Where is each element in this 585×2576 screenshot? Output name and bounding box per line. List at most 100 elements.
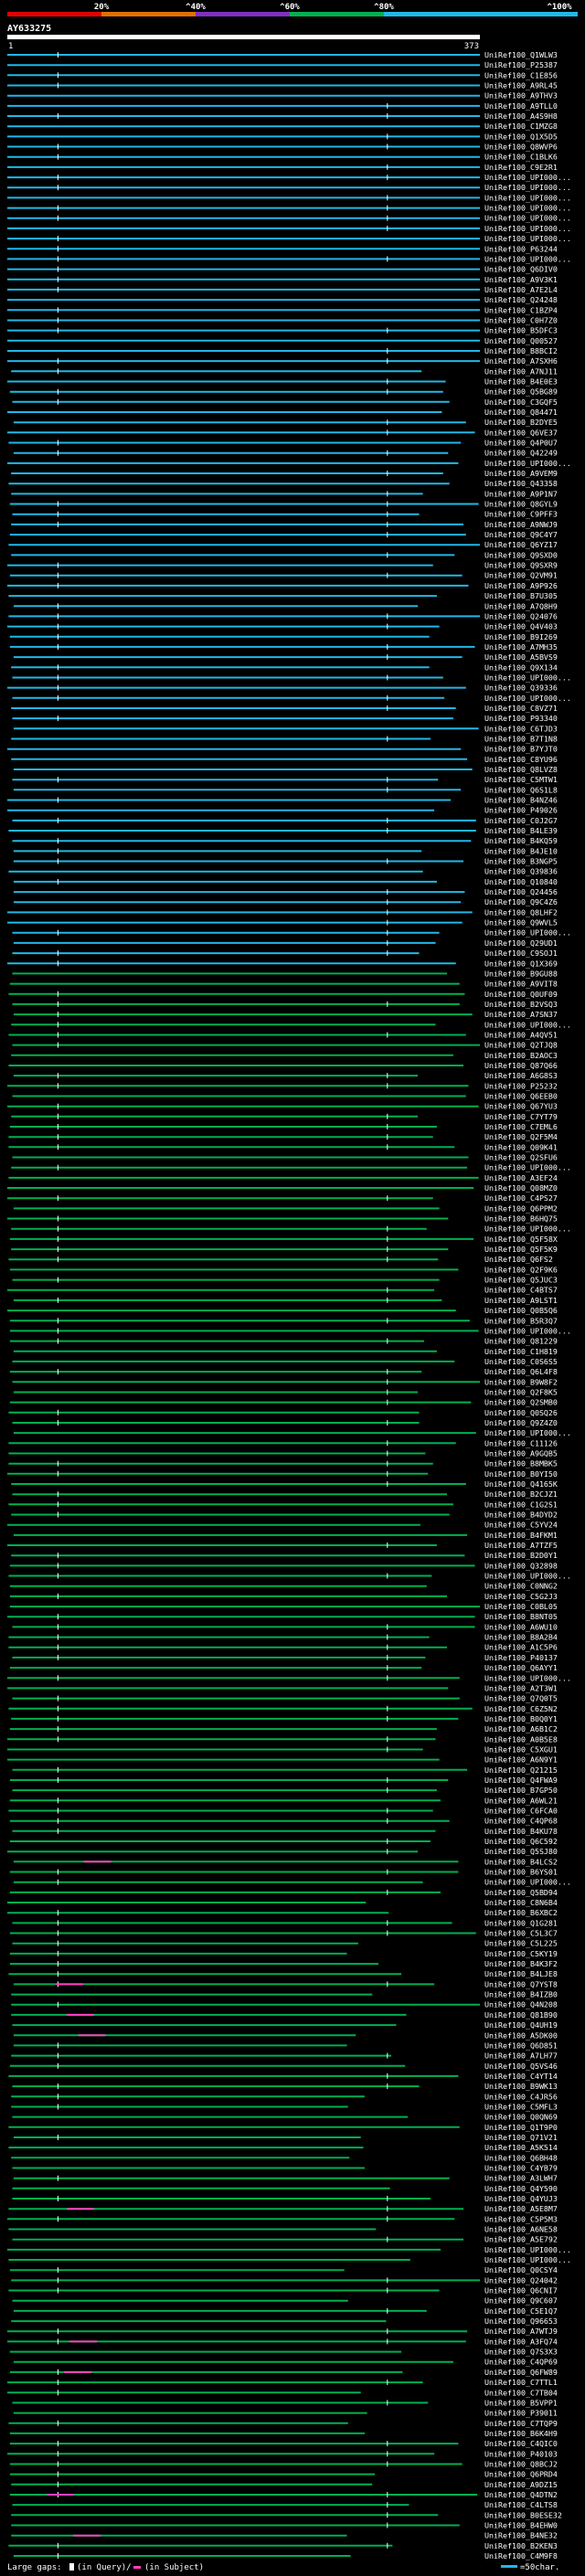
subject-label[interactable]: UniRef100_B5DFC3 bbox=[484, 326, 558, 335]
subject-label[interactable]: UniRef100_B9I269 bbox=[484, 632, 558, 641]
subject-label[interactable]: UniRef100_A9P926 bbox=[484, 581, 558, 590]
subject-label[interactable]: UniRef100_UPI000... bbox=[484, 1673, 571, 1682]
subject-label[interactable]: UniRef100_B7GP50 bbox=[484, 1786, 558, 1795]
subject-label[interactable]: UniRef100_P40103 bbox=[484, 2449, 558, 2458]
subject-label[interactable]: UniRef100_C6FCA0 bbox=[484, 1807, 558, 1816]
subject-label[interactable]: UniRef100_Q5F5K9 bbox=[484, 1245, 558, 1254]
subject-label[interactable]: UniRef100_A6N9Y1 bbox=[484, 1755, 558, 1765]
subject-label[interactable]: UniRef100_A5E8M7 bbox=[484, 2204, 558, 2213]
subject-label[interactable]: UniRef100_B9GU88 bbox=[484, 969, 558, 978]
subject-label[interactable]: UniRef100_Q0UF09 bbox=[484, 990, 558, 999]
subject-label[interactable]: UniRef100_UPI000... bbox=[484, 459, 571, 468]
subject-label[interactable]: UniRef100_B4EHW0 bbox=[484, 2521, 558, 2530]
subject-label[interactable]: UniRef100_A3EF24 bbox=[484, 1173, 558, 1182]
subject-label[interactable]: UniRef100_C4M9F8 bbox=[484, 2551, 558, 2560]
subject-label[interactable]: UniRef100_Q39336 bbox=[484, 684, 558, 693]
subject-label[interactable]: UniRef100_Q8BCJ2 bbox=[484, 2460, 558, 2469]
subject-label[interactable]: UniRef100_Q4V403 bbox=[484, 622, 558, 631]
subject-label[interactable]: UniRef100_A7SXH6 bbox=[484, 356, 558, 366]
subject-label[interactable]: UniRef100_A7TZF5 bbox=[484, 1541, 558, 1550]
subject-label[interactable]: UniRef100_Q1X369 bbox=[484, 959, 558, 968]
subject-label[interactable]: UniRef100_C4BTS7 bbox=[484, 1286, 558, 1295]
subject-label[interactable]: UniRef100_C6Z5N2 bbox=[484, 1704, 558, 1713]
subject-label[interactable]: UniRef100_A7WTJ9 bbox=[484, 2327, 558, 2336]
subject-label[interactable]: UniRef100_B2VSQ3 bbox=[484, 1000, 558, 1009]
subject-label[interactable]: UniRef100_B4LJE8 bbox=[484, 1969, 558, 1978]
subject-label[interactable]: UniRef100_Q6DIV0 bbox=[484, 265, 558, 274]
subject-label[interactable]: UniRef100_C9PFF3 bbox=[484, 510, 558, 519]
subject-label[interactable]: UniRef100_B0ESE32 bbox=[484, 2510, 562, 2519]
subject-label[interactable]: UniRef100_B2D0Y1 bbox=[484, 1551, 558, 1560]
subject-label[interactable]: UniRef100_C8YU96 bbox=[484, 755, 558, 764]
subject-label[interactable]: UniRef100_UPI000... bbox=[484, 214, 571, 223]
subject-label[interactable]: UniRef100_B7U305 bbox=[484, 591, 558, 600]
subject-label[interactable]: UniRef100_UPI000... bbox=[484, 1224, 571, 1234]
subject-label[interactable]: UniRef100_Q81229 bbox=[484, 1337, 558, 1346]
subject-label[interactable]: UniRef100_B4NE32 bbox=[484, 2531, 558, 2540]
subject-label[interactable]: UniRef100_A9VEM9 bbox=[484, 469, 558, 478]
subject-label[interactable]: UniRef100_Q21215 bbox=[484, 1765, 558, 1775]
subject-label[interactable]: UniRef100_Q8LHF2 bbox=[484, 907, 558, 917]
subject-label[interactable]: UniRef100_Q1T9P0 bbox=[484, 2123, 558, 2132]
subject-label[interactable]: UniRef100_Q8LVZ8 bbox=[484, 765, 558, 774]
subject-label[interactable]: UniRef100_Q6FW89 bbox=[484, 2368, 558, 2377]
subject-label[interactable]: UniRef100_B4KU78 bbox=[484, 1827, 558, 1836]
subject-label[interactable]: UniRef100_A5DK00 bbox=[484, 2030, 558, 2040]
subject-label[interactable]: UniRef100_Q2VM91 bbox=[484, 571, 558, 580]
subject-label[interactable]: UniRef100_B4LCS2 bbox=[484, 1857, 558, 1866]
subject-label[interactable]: UniRef100_Q84471 bbox=[484, 408, 558, 417]
subject-label[interactable]: UniRef100_A4QV51 bbox=[484, 1031, 558, 1040]
subject-label[interactable]: UniRef100_C0BL05 bbox=[484, 1602, 558, 1611]
subject-label[interactable]: UniRef100_B9W8F2 bbox=[484, 1377, 558, 1386]
subject-label[interactable]: UniRef100_UPI000... bbox=[484, 1878, 571, 1887]
subject-label[interactable]: UniRef100_Q6S1L8 bbox=[484, 785, 558, 794]
subject-label[interactable]: UniRef100_Q6D851 bbox=[484, 2041, 558, 2050]
subject-label[interactable]: UniRef100_B6XBC2 bbox=[484, 1908, 558, 1917]
subject-label[interactable]: UniRef100_Q9Z4Z0 bbox=[484, 1418, 558, 1427]
subject-label[interactable]: UniRef100_B5R3Q7 bbox=[484, 1316, 558, 1325]
subject-label[interactable]: UniRef100_Q6FS2 bbox=[484, 1255, 553, 1264]
subject-label[interactable]: UniRef100_Q09K41 bbox=[484, 1142, 558, 1151]
subject-label[interactable]: UniRef100_A9V3K1 bbox=[484, 275, 558, 284]
subject-label[interactable]: UniRef100_UPI000... bbox=[484, 183, 571, 192]
subject-label[interactable]: UniRef100_UPI000... bbox=[484, 254, 571, 263]
subject-label[interactable]: UniRef100_Q6PRD4 bbox=[484, 2470, 558, 2479]
subject-label[interactable]: UniRef100_A3FQ74 bbox=[484, 2337, 558, 2346]
subject-label[interactable]: UniRef100_A7LH77 bbox=[484, 2051, 558, 2061]
subject-label[interactable]: UniRef100_C5L3C7 bbox=[484, 1929, 558, 1938]
subject-label[interactable]: UniRef100_B8NT05 bbox=[484, 1612, 558, 1621]
subject-label[interactable]: UniRef100_C0NNG2 bbox=[484, 1582, 558, 1591]
subject-label[interactable]: UniRef100_UPI000... bbox=[484, 234, 571, 243]
subject-label[interactable]: UniRef100_A9NWJ9 bbox=[484, 520, 558, 529]
subject-label[interactable]: UniRef100_C9SOJ1 bbox=[484, 949, 558, 958]
subject-label[interactable]: UniRef100_C5E1Q7 bbox=[484, 2306, 558, 2316]
subject-label[interactable]: UniRef100_UPI000... bbox=[484, 673, 571, 683]
subject-label[interactable]: UniRef100_B2DYE5 bbox=[484, 418, 558, 427]
subject-label[interactable]: UniRef100_A9TLL0 bbox=[484, 101, 558, 111]
subject-label[interactable]: UniRef100_Q4165K bbox=[484, 1479, 558, 1489]
subject-label[interactable]: UniRef100_C5P5M3 bbox=[484, 2214, 558, 2223]
subject-label[interactable]: UniRef100_C5MTW1 bbox=[484, 775, 558, 784]
subject-label[interactable]: UniRef100_B2AOC3 bbox=[484, 1051, 558, 1060]
subject-label[interactable]: UniRef100_Q71V21 bbox=[484, 2133, 558, 2142]
subject-label[interactable]: UniRef100_Q5VS46 bbox=[484, 2062, 558, 2071]
subject-label[interactable]: UniRef100_C3GQF5 bbox=[484, 398, 558, 407]
subject-label[interactable]: UniRef100_A7Q8H9 bbox=[484, 601, 558, 610]
subject-label[interactable]: UniRef100_A2T3W1 bbox=[484, 1683, 558, 1692]
subject-label[interactable]: UniRef100_C4QIC0 bbox=[484, 2439, 558, 2448]
subject-label[interactable]: UniRef100_C1G2S1 bbox=[484, 1500, 558, 1509]
subject-label[interactable]: UniRef100_Q6CNI7 bbox=[484, 2286, 558, 2295]
subject-label[interactable]: UniRef100_Q2F9K6 bbox=[484, 1265, 558, 1274]
subject-label[interactable]: UniRef100_C7TB04 bbox=[484, 2388, 558, 2397]
subject-label[interactable]: UniRef100_Q1WLW3 bbox=[484, 50, 558, 59]
subject-label[interactable]: UniRef100_C1BLK6 bbox=[484, 153, 558, 162]
subject-label[interactable]: UniRef100_A6WU10 bbox=[484, 1622, 558, 1631]
subject-label[interactable]: UniRef100_Q9SXR9 bbox=[484, 561, 558, 570]
subject-label[interactable]: UniRef100_Q0QN69 bbox=[484, 2113, 558, 2122]
subject-label[interactable]: UniRef100_Q4P0U7 bbox=[484, 439, 558, 448]
subject-label[interactable]: UniRef100_Q87Q66 bbox=[484, 1061, 558, 1070]
subject-label[interactable]: UniRef100_Q39836 bbox=[484, 867, 558, 876]
subject-label[interactable]: UniRef100_Q2TJQ8 bbox=[484, 1041, 558, 1050]
subject-label[interactable]: UniRef100_B8MBK5 bbox=[484, 1459, 558, 1468]
subject-label[interactable]: UniRef100_Q4DTN2 bbox=[484, 2490, 558, 2499]
